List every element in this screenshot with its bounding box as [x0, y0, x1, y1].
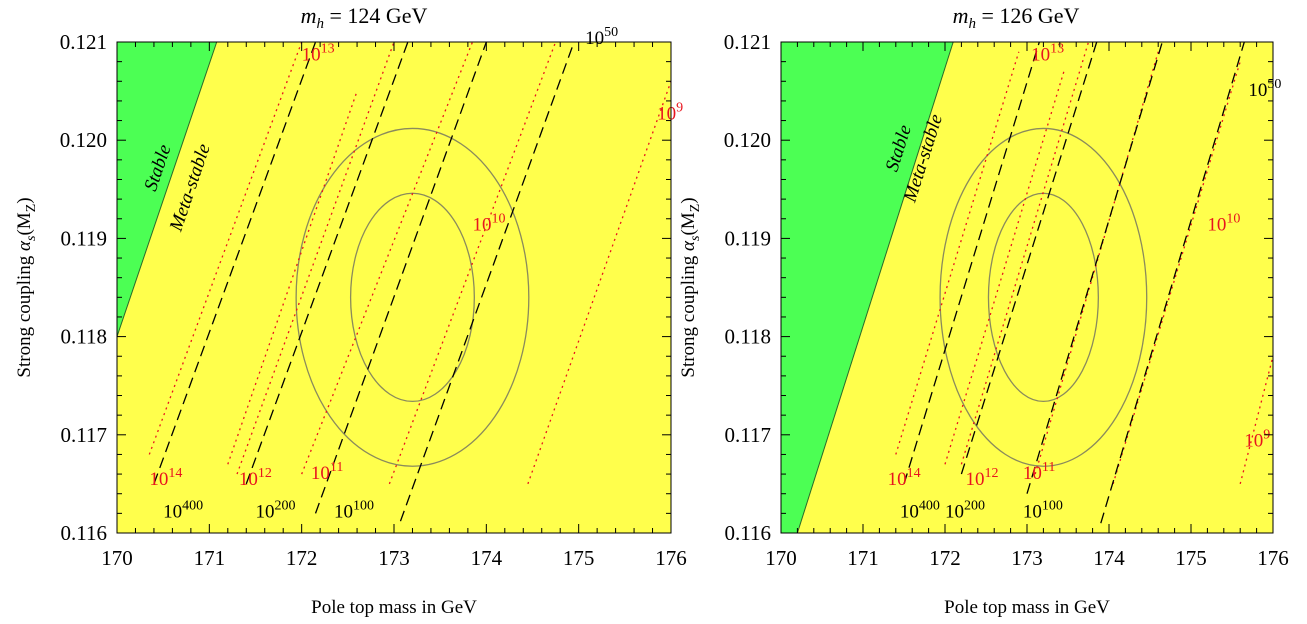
dotted-line-1	[148, 42, 303, 455]
stable-region	[117, 42, 217, 533]
dashed-line-label-2: 10200	[945, 498, 985, 522]
dotted-line-label-5: 1010	[1207, 212, 1240, 236]
y-tick-label: 0.117	[61, 423, 107, 447]
dashed-line-label-2: 10200	[256, 498, 296, 522]
dotted-line-2	[960, 42, 1090, 465]
dashed-line-label-4: 1050	[585, 25, 618, 49]
y-tick-label: 0.116	[61, 521, 107, 545]
y-tick-label: 0.118	[61, 325, 107, 349]
y-tick-label: 0.118	[725, 325, 771, 349]
dashed-line-3	[314, 42, 487, 514]
dashed-line-label-4: 1050	[1248, 77, 1281, 101]
dotted-line-label-2: 1013	[1031, 42, 1064, 66]
stability-boundary	[796, 42, 954, 533]
x-tick-label: 170	[765, 546, 797, 570]
dotted-line-label-1: 1014	[149, 466, 182, 490]
dashed-line-1	[153, 42, 317, 485]
x-tick-label: 170	[101, 546, 133, 570]
dashed-line-label-1: 10400	[163, 498, 203, 522]
x-tick-label: 176	[1257, 546, 1289, 570]
x-axis-label: Pole top mass in GeV	[311, 597, 477, 618]
x-tick-label: 173	[378, 546, 410, 570]
dashed-line-4	[1100, 42, 1245, 524]
x-axis-label: Pole top mass in GeV	[944, 597, 1110, 618]
confidence-ellipse-2	[295, 127, 530, 467]
panel-title: mh = 124 GeV	[301, 3, 428, 32]
y-axis-label: Strong coupling αs(MZ)	[14, 197, 39, 377]
stable-region	[781, 42, 954, 533]
dashed-line-2	[245, 42, 409, 485]
dotted-line-label-2: 1013	[302, 42, 335, 66]
x-tick-label: 174	[471, 546, 503, 570]
dotted-line-label-3: 1012	[966, 466, 999, 490]
x-tick-label: 175	[1175, 546, 1207, 570]
y-tick-label: 0.119	[725, 226, 771, 250]
x-tick-label: 172	[286, 546, 318, 570]
dotted-line-4	[1034, 51, 1159, 475]
meta-stable-region	[117, 42, 671, 533]
dotted-line-label-1: 1014	[888, 466, 921, 490]
y-tick-label: 0.121	[60, 30, 107, 54]
dotted-line-label-4: 1011	[1023, 460, 1055, 484]
y-tick-label: 0.120	[724, 128, 771, 152]
dashed-line-2	[960, 42, 1098, 475]
x-tick-label: 171	[194, 546, 226, 570]
dotted-line-5	[1112, 61, 1241, 485]
x-tick-label: 175	[563, 546, 595, 570]
y-tick-label: 0.120	[60, 128, 107, 152]
y-tick-label: 0.121	[724, 30, 771, 54]
dashed-line-1	[903, 42, 1040, 485]
y-axis-label: Strong coupling αs(MZ)	[678, 197, 703, 377]
x-tick-label: 173	[1011, 546, 1043, 570]
dotted-line-label-5: 1010	[472, 212, 505, 236]
dotted-line-3	[944, 71, 1065, 465]
y-tick-label: 0.119	[61, 226, 107, 250]
x-tick-label: 176	[655, 546, 687, 570]
x-tick-label: 172	[929, 546, 961, 570]
dotted-line-label-3: 1012	[239, 466, 272, 490]
dashed-line-3	[1026, 42, 1163, 494]
dotted-line-2	[236, 42, 395, 475]
dashed-line-label-3: 10100	[334, 498, 374, 522]
dotted-line-6	[1239, 356, 1273, 485]
x-tick-label: 171	[847, 546, 879, 570]
stability-boundary	[117, 42, 218, 337]
x-tick-label: 174	[1093, 546, 1125, 570]
y-tick-label: 0.117	[725, 423, 771, 447]
dotted-line-5	[388, 42, 557, 485]
dotted-line-1	[895, 51, 1020, 455]
confidence-ellipse-2	[939, 127, 1148, 467]
dashed-line-label-3: 10100	[1023, 498, 1063, 522]
y-tick-label: 0.116	[725, 521, 771, 545]
dashed-line-label-1: 10400	[900, 498, 940, 522]
panel-title: mh = 126 GeV	[953, 3, 1080, 32]
dotted-line-label-4: 1011	[311, 460, 343, 484]
